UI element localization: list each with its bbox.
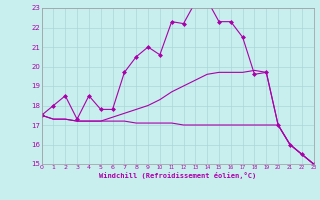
X-axis label: Windchill (Refroidissement éolien,°C): Windchill (Refroidissement éolien,°C) xyxy=(99,172,256,179)
